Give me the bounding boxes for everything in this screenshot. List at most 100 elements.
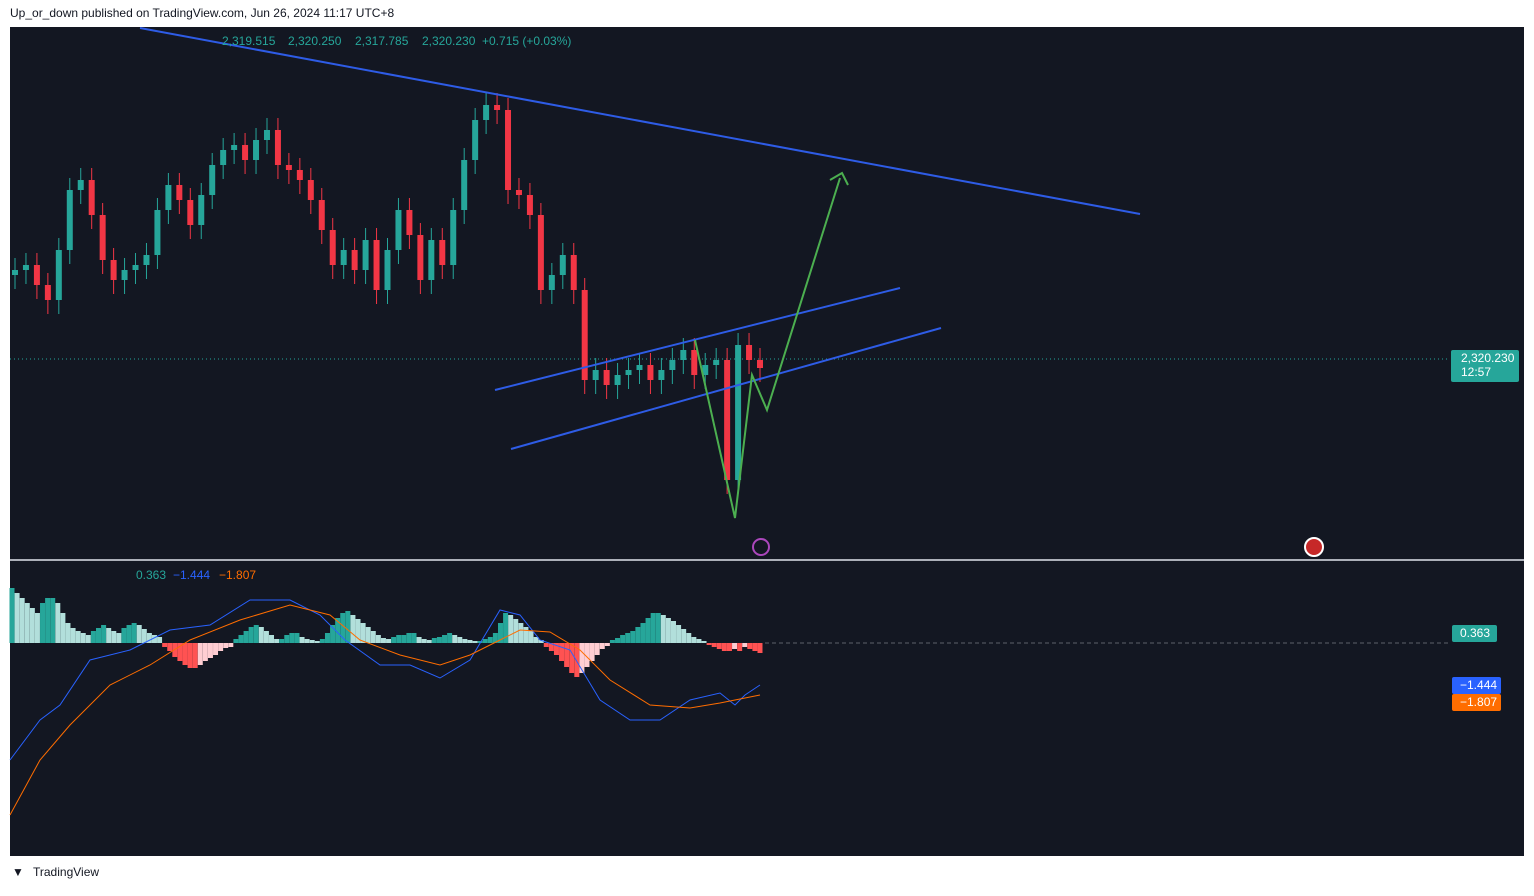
macd-tag-text: −1.444: [1460, 678, 1497, 692]
candle-body: [417, 235, 424, 280]
candle-body: [625, 370, 632, 375]
histogram-bar: [360, 623, 366, 643]
histogram-bar: [559, 643, 565, 661]
histogram-bar: [477, 641, 483, 643]
candle-body: [165, 185, 172, 210]
histogram-bar: [141, 629, 147, 643]
histogram-bar: [508, 615, 514, 643]
histogram-bar: [676, 625, 682, 643]
histogram-bar: [721, 643, 727, 651]
histogram-bar: [442, 635, 448, 643]
histogram-bar: [284, 635, 290, 643]
histogram-bar: [258, 627, 264, 643]
candle-body: [143, 255, 150, 265]
candles: [12, 93, 763, 494]
candle-body: [12, 270, 18, 275]
projection-arrow: [829, 171, 849, 186]
candle-body: [77, 180, 84, 190]
candle-body: [494, 105, 501, 110]
candle-body: [307, 180, 314, 200]
histogram-bar: [655, 613, 661, 643]
histogram-bar: [45, 598, 51, 643]
candle-body: [461, 160, 468, 210]
candle-body: [691, 350, 698, 375]
histogram-bar: [116, 633, 122, 643]
event-icon[interactable]: [752, 538, 770, 556]
candle-body: [22, 265, 29, 270]
trendline: [139, 27, 1141, 215]
histogram-bar: [747, 643, 753, 649]
histogram-bar: [34, 613, 40, 643]
histogram-bar: [447, 633, 453, 643]
candle-body: [680, 350, 687, 360]
candle-body: [242, 145, 249, 160]
histogram-bar: [299, 637, 305, 643]
flag-icon[interactable]: [1304, 537, 1324, 557]
histogram-bar: [660, 615, 666, 643]
histogram-bar: [253, 625, 259, 643]
histogram-bar: [106, 628, 112, 643]
histogram-bar: [335, 618, 341, 643]
histogram-bar: [574, 643, 580, 677]
histogram-bar: [85, 635, 91, 643]
histogram-bar: [146, 633, 152, 643]
histogram-bar: [553, 643, 559, 655]
histogram-bar: [665, 618, 671, 643]
candle-body: [154, 210, 161, 255]
histogram-bar: [274, 639, 280, 643]
histogram-bar: [213, 643, 219, 655]
histogram-bar: [548, 643, 554, 651]
candle-body: [537, 215, 544, 290]
candle-body: [132, 265, 139, 270]
histogram-bar: [421, 639, 427, 643]
channel-top: [494, 287, 901, 391]
histogram-bar: [269, 635, 275, 643]
candle-body: [505, 110, 512, 190]
histogram-bar: [523, 627, 529, 643]
candle-body: [559, 255, 566, 275]
histogram-bar: [228, 643, 234, 647]
histogram-bar: [604, 643, 610, 646]
countdown: 12:57: [1461, 365, 1491, 379]
candle-body: [274, 130, 281, 165]
histogram-bar: [40, 603, 46, 643]
candle-body: [220, 150, 227, 165]
legend-open: 2,319.515: [222, 34, 276, 48]
histogram-bar: [75, 631, 81, 643]
candle-body: [340, 250, 347, 265]
candle-body: [614, 375, 621, 385]
histogram-bar: [732, 643, 738, 649]
candle-body: [592, 370, 599, 380]
histogram-bar: [487, 637, 493, 643]
candle-body: [603, 370, 610, 385]
legend-high: 2,320.250: [288, 34, 342, 48]
brand: TradingView: [33, 865, 99, 879]
histogram-bar: [238, 635, 244, 643]
candle-body: [231, 145, 238, 150]
histogram-bar: [630, 631, 636, 643]
candle-body: [351, 250, 358, 270]
histogram-bar: [233, 639, 239, 643]
histogram-bar: [24, 603, 30, 643]
histogram-bar: [386, 639, 392, 643]
histogram-bar: [670, 621, 676, 643]
histogram-bar: [365, 627, 371, 643]
histogram-bar: [436, 637, 442, 643]
candle-body: [570, 255, 577, 290]
histogram-bar: [121, 628, 127, 643]
histogram-bar: [462, 639, 468, 643]
candle-body: [110, 260, 117, 280]
candle-body: [66, 190, 73, 250]
histogram-bar: [380, 638, 386, 643]
histogram-bar: [90, 631, 96, 643]
histogram-bar: [151, 635, 157, 643]
histogram-bar: [645, 618, 651, 643]
macd-tag: [1452, 677, 1501, 694]
candle-body: [55, 250, 62, 300]
histogram-bar: [569, 643, 575, 673]
histogram-bar: [279, 639, 285, 643]
candle-body: [472, 120, 479, 160]
candle-body: [176, 185, 183, 200]
histogram-bar: [65, 623, 71, 643]
